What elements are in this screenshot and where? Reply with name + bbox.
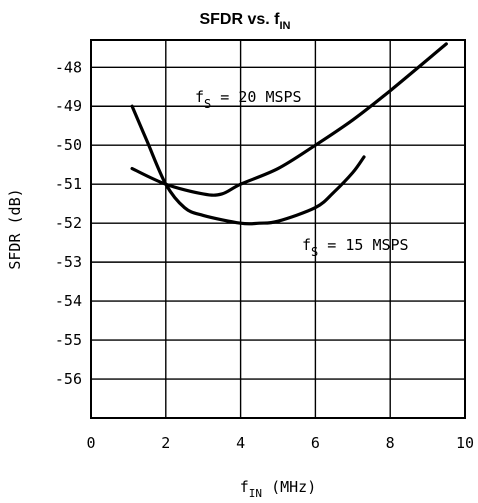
series-label-20msps-sub: S xyxy=(204,97,211,111)
series-label-20msps-rest: = 20 MSPS xyxy=(211,88,301,106)
tick-labels: 0 2 4 6 8 10 -48 -49 -50 -51 -52 -53 -54 -55 -56 xyxy=(55,58,474,452)
y-tick-label-3: -51 xyxy=(55,175,82,193)
chart-title-main: SFDR vs. f xyxy=(199,11,280,28)
x-tick-label-3: 6 xyxy=(311,434,320,452)
series-label-15msps: fS = 15 MSPS xyxy=(302,236,409,259)
chart-title-sub: IN xyxy=(280,20,291,32)
series-label-20msps: fS = 20 MSPS xyxy=(195,88,302,111)
grid-lines xyxy=(91,40,465,418)
x-tick-label-5: 10 xyxy=(456,434,474,452)
data-series xyxy=(130,42,448,226)
series-label-15msps-main: f xyxy=(302,236,311,254)
y-axis-label: SFDR (dB) xyxy=(6,188,24,269)
y-tick-label-2: -50 xyxy=(55,136,82,154)
series-line-1 xyxy=(130,104,366,226)
x-axis-label: fIN (MHz) xyxy=(240,478,316,500)
y-tick-label-7: -55 xyxy=(55,331,82,349)
x-axis-label-rest: (MHz) xyxy=(262,478,316,496)
y-tick-label-6: -54 xyxy=(55,292,82,310)
y-tick-label-5: -53 xyxy=(55,253,82,271)
plot-frame xyxy=(90,39,466,419)
x-tick-label-4: 8 xyxy=(386,434,395,452)
y-tick-label-4: -52 xyxy=(55,214,82,232)
x-tick-label-1: 2 xyxy=(161,434,170,452)
x-tick-label-0: 0 xyxy=(86,434,95,452)
y-tick-label-1: -49 xyxy=(55,97,82,115)
chart-title: SFDR vs. fIN xyxy=(199,11,290,32)
y-tick-label-8: -56 xyxy=(55,370,82,388)
x-axis-label-sub: IN xyxy=(249,487,262,500)
series-label-15msps-sub: S xyxy=(311,245,318,259)
x-axis-label-main: f xyxy=(240,478,249,496)
series-label-20msps-main: f xyxy=(195,88,204,106)
y-tick-label-0: -48 xyxy=(55,58,82,76)
x-tick-label-2: 4 xyxy=(236,434,245,452)
series-line-0 xyxy=(130,42,448,197)
series-label-15msps-rest: = 15 MSPS xyxy=(318,236,408,254)
